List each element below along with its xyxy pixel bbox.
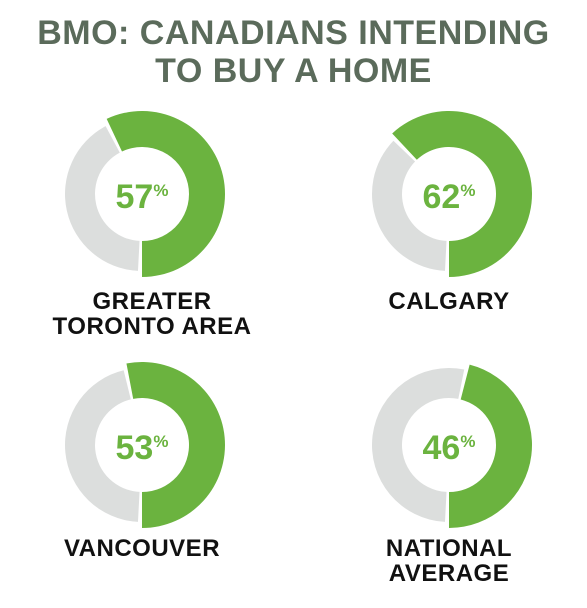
title-line-1: BMO: CANADIANS INTENDING [37, 14, 550, 52]
category-label-national: NATIONAL AVERAGE [309, 536, 587, 586]
donut-segment-gta [106, 110, 226, 277]
donut-track-vancouver [65, 370, 140, 522]
value-label-calgary: 62% [422, 178, 476, 216]
donut-track-national [371, 367, 465, 522]
category-label-calgary: CALGARY [309, 289, 587, 314]
category-label-national-line-1: NATIONAL [385, 535, 513, 562]
donut-track-calgary [372, 140, 447, 271]
value-label-vancouver: 53% [115, 429, 169, 467]
donut-segment-calgary [392, 110, 532, 277]
category-label-gta-line-2: TORONTO AREA [52, 313, 252, 340]
category-label-vancouver-line-1: VANCOUVER [63, 535, 221, 562]
value-label-national: 46% [422, 429, 476, 467]
category-label-gta-line-1: GREATER [92, 288, 212, 315]
title-line-2: TO BUY A HOME [155, 52, 432, 90]
page-title: BMO: CANADIANS INTENDING TO BUY A HOME [0, 14, 587, 90]
value-label-gta: 57% [115, 178, 169, 216]
category-label-calgary-line-1: CALGARY [388, 288, 510, 315]
donut-track-gta [65, 126, 140, 271]
category-label-national-line-2: AVERAGE [388, 560, 510, 587]
category-label-vancouver: VANCOUVER [2, 536, 282, 561]
donut-segment-vancouver [126, 362, 226, 528]
donut-segment-national [449, 364, 532, 528]
category-label-gta: GREATER TORONTO AREA [12, 289, 292, 339]
